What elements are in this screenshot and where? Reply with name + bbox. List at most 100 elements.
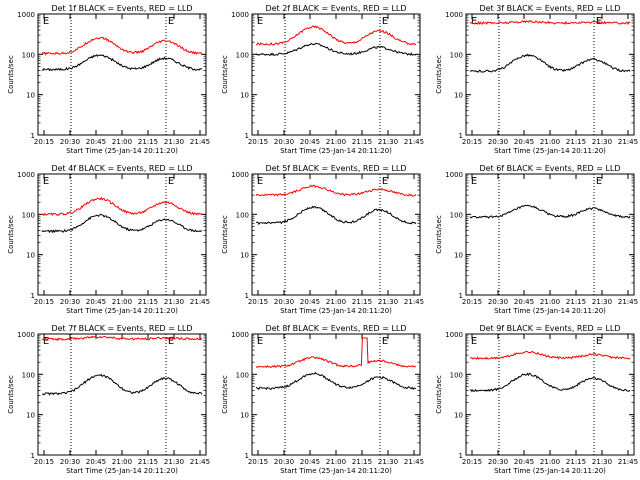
x-axis-label: Start Time (25-Jan-14 20:11:20) (280, 147, 392, 155)
panel-title: Det 1f BLACK = Events, RED = LLD (51, 4, 192, 13)
y-tick-label: 1000 (17, 11, 35, 19)
lld-series-line (255, 337, 417, 369)
lld-series-line (255, 184, 417, 197)
x-tick-label: 20:30 (274, 458, 294, 466)
y-axis-label: Counts/sec (435, 55, 443, 94)
y-tick-label: 10 (454, 412, 463, 420)
x-tick-label: 21:30 (378, 458, 398, 466)
x-tick-label: 21:15 (352, 138, 372, 146)
panel-1: Det 1f BLACK = Events, RED = LLD Counts/s… (7, 4, 210, 155)
y-tick-label: 1 (459, 452, 463, 460)
x-tick-label: 21:45 (190, 138, 210, 146)
event-marker-label: E (382, 176, 388, 187)
y-axis-label: Counts/sec (7, 55, 15, 94)
panel-title: Det 3f BLACK = Events, RED = LLD (479, 4, 620, 13)
events-series-line (41, 54, 203, 72)
x-tick-label: 21:30 (592, 298, 612, 306)
x-tick-label: 21:15 (566, 298, 586, 306)
x-tick-label: 21:30 (378, 138, 398, 146)
y-tick-label: 100 (22, 51, 35, 59)
y-tick-label: 100 (450, 371, 463, 379)
x-tick-label: 21:45 (618, 458, 638, 466)
x-axis-label: Start Time (25-Jan-14 20:11:20) (494, 147, 606, 155)
events-series-line (255, 42, 417, 56)
y-axis-label: Counts/sec (435, 215, 443, 254)
x-tick-label: 20:15 (248, 138, 268, 146)
x-axis-label: Start Time (25-Jan-14 20:11:20) (494, 467, 606, 475)
y-axis-label: Counts/sec (435, 375, 443, 414)
event-marker-label: E (168, 176, 174, 187)
events-series-line (255, 371, 417, 391)
x-tick-label: 20:15 (34, 138, 54, 146)
x-tick-label: 21:15 (352, 458, 372, 466)
panel-5: Det 5f BLACK = Events, RED = LLD Counts/s… (221, 164, 424, 315)
lld-series-line (41, 335, 203, 342)
event-marker-label: E (43, 176, 49, 187)
y-tick-label: 1000 (17, 171, 35, 179)
panel-2: Det 2f BLACK = Events, RED = LLD Counts/s… (221, 4, 424, 155)
y-tick-label: 1 (31, 452, 35, 460)
x-tick-label: 21:30 (378, 298, 398, 306)
plot-frame (465, 333, 635, 456)
event-marker-label: E (43, 336, 49, 347)
plot-frame (37, 173, 207, 296)
x-axis-label: Start Time (25-Jan-14 20:11:20) (280, 467, 392, 475)
y-tick-label: 100 (236, 211, 249, 219)
event-marker-label: E (471, 336, 477, 347)
y-tick-label: 10 (240, 412, 249, 420)
x-tick-label: 21:45 (618, 138, 638, 146)
x-tick-label: 21:15 (352, 298, 372, 306)
x-tick-label: 21:45 (190, 458, 210, 466)
x-tick-label: 21:45 (404, 138, 424, 146)
x-tick-label: 20:45 (86, 138, 106, 146)
x-axis-label: Start Time (25-Jan-14 20:11:20) (494, 307, 606, 315)
x-tick-label: 21:30 (164, 138, 184, 146)
y-tick-label: 10 (240, 92, 249, 100)
x-tick-label: 21:45 (404, 298, 424, 306)
y-tick-label: 1 (245, 292, 249, 300)
x-axis-label: Start Time (25-Jan-14 20:11:20) (66, 147, 178, 155)
x-tick-label: 21:45 (404, 458, 424, 466)
lld-series-line (469, 19, 631, 26)
x-tick-label: 20:15 (462, 458, 482, 466)
x-tick-label: 20:45 (514, 298, 534, 306)
y-axis-label: Counts/sec (221, 375, 229, 414)
events-series-line (41, 213, 203, 234)
events-series-line (469, 53, 631, 73)
events-series-line (469, 204, 631, 219)
event-marker-label: E (596, 176, 602, 187)
events-series-line (469, 372, 631, 393)
x-tick-label: 21:00 (540, 458, 560, 466)
x-tick-label: 20:30 (274, 138, 294, 146)
y-tick-label: 1000 (445, 331, 463, 339)
x-tick-label: 20:30 (60, 458, 80, 466)
event-marker-label: E (168, 336, 174, 347)
x-tick-label: 21:00 (112, 138, 132, 146)
y-tick-label: 10 (26, 252, 35, 260)
x-tick-label: 21:15 (566, 138, 586, 146)
y-tick-label: 100 (22, 211, 35, 219)
event-marker-label: E (257, 16, 263, 27)
panel-9: Det 9f BLACK = Events, RED = LLD Counts/s… (435, 324, 638, 475)
y-tick-label: 10 (454, 252, 463, 260)
y-tick-label: 1000 (231, 331, 249, 339)
y-tick-label: 1000 (445, 11, 463, 19)
x-tick-label: 20:30 (60, 138, 80, 146)
panel-7: Det 7f BLACK = Events, RED = LLD Counts/s… (7, 324, 210, 475)
lld-series-line (469, 350, 631, 360)
x-tick-label: 21:45 (618, 298, 638, 306)
x-tick-label: 20:15 (462, 138, 482, 146)
y-tick-label: 100 (450, 51, 463, 59)
y-tick-label: 1 (245, 132, 249, 140)
y-tick-label: 100 (22, 371, 35, 379)
event-marker-label: E (257, 336, 263, 347)
panel-title: Det 2f BLACK = Events, RED = LLD (265, 4, 406, 13)
x-axis-label: Start Time (25-Jan-14 20:11:20) (66, 467, 178, 475)
event-marker-label: E (257, 176, 263, 187)
x-tick-label: 21:00 (112, 458, 132, 466)
lld-series-line (41, 36, 203, 56)
x-tick-label: 21:00 (540, 298, 560, 306)
x-axis-label: Start Time (25-Jan-14 20:11:20) (280, 307, 392, 315)
panel-title: Det 7f BLACK = Events, RED = LLD (51, 324, 192, 333)
